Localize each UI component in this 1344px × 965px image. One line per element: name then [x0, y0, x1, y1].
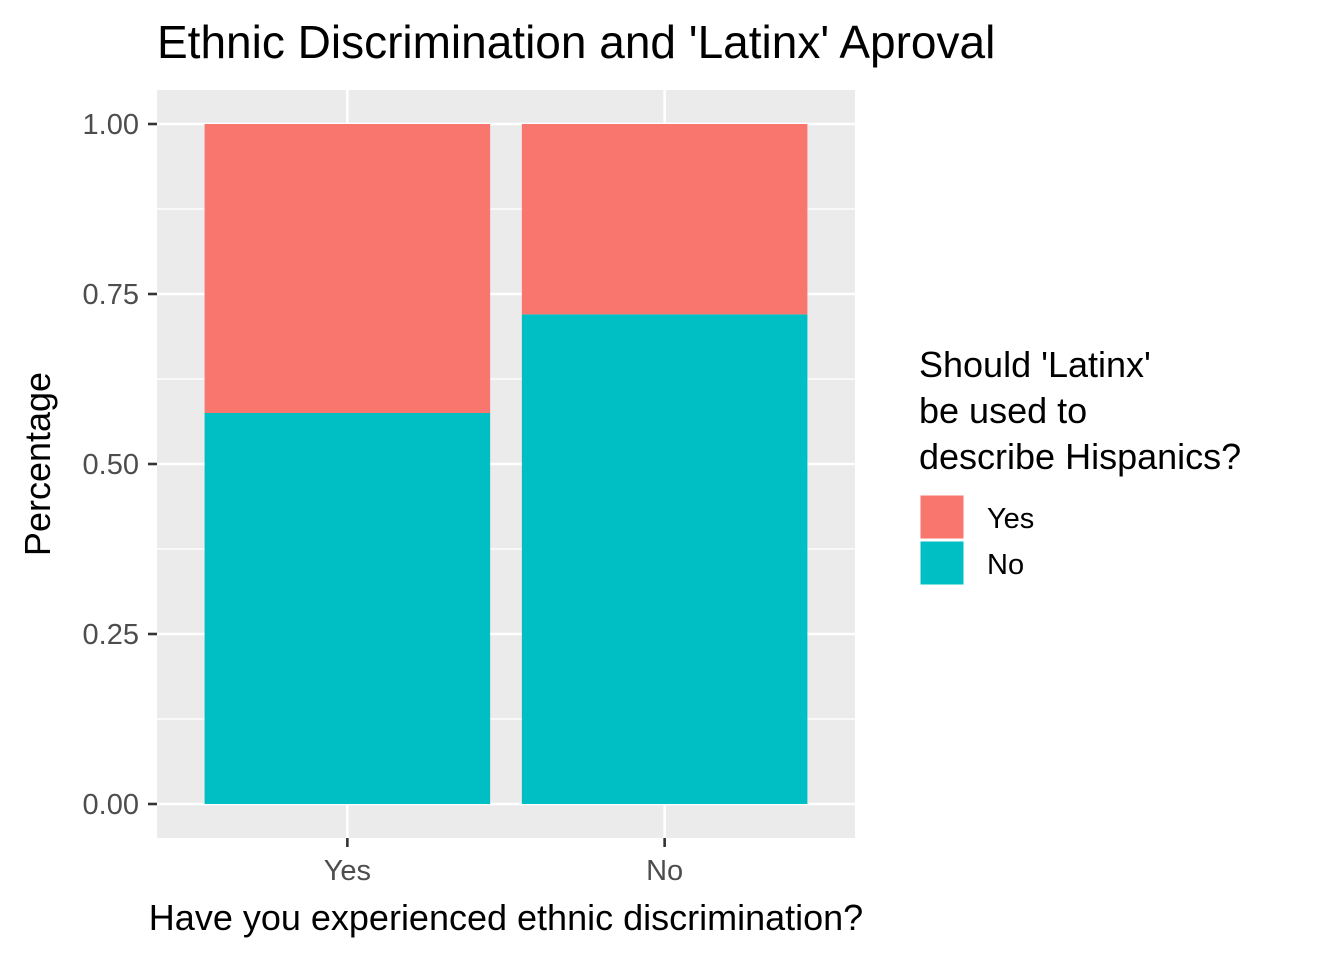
bar-yes-no: [204, 413, 491, 804]
chart-title: Ethnic Discrimination and 'Latinx' Aprov…: [157, 16, 995, 68]
bar-no-no: [521, 314, 808, 804]
legend-title-line-1: Should 'Latinx': [919, 344, 1151, 385]
legend-key-no: [919, 540, 965, 586]
y-tick-label: 0.75: [83, 279, 139, 311]
x-tick-label: Yes: [324, 855, 371, 887]
legend-title-line-3: describe Hispanics?: [919, 436, 1241, 477]
y-tick-label: 0.00: [83, 789, 139, 821]
bar-yes-yes: [204, 124, 491, 413]
y-axis: 0.00 0.25 0.50 0.75 1.00: [83, 109, 157, 821]
x-axis: Yes No: [324, 838, 683, 887]
y-tick-label: 1.00: [83, 109, 139, 141]
legend-label-no: No: [987, 549, 1024, 581]
legend-title: Should 'Latinx' be used to describe Hisp…: [919, 344, 1241, 477]
x-axis-title: Have you experienced ethnic discriminati…: [149, 897, 863, 938]
x-tick-label: No: [646, 855, 683, 887]
bar-no-yes: [521, 124, 808, 315]
legend-key-yes: [919, 494, 965, 540]
y-tick-label: 0.25: [83, 619, 139, 651]
legend-label-yes: Yes: [987, 503, 1034, 535]
y-axis-title: Percentage: [17, 372, 58, 556]
y-tick-label: 0.50: [83, 449, 139, 481]
bars: [204, 124, 808, 804]
legend: Should 'Latinx' be used to describe Hisp…: [919, 344, 1241, 586]
legend-title-line-2: be used to: [919, 390, 1087, 431]
